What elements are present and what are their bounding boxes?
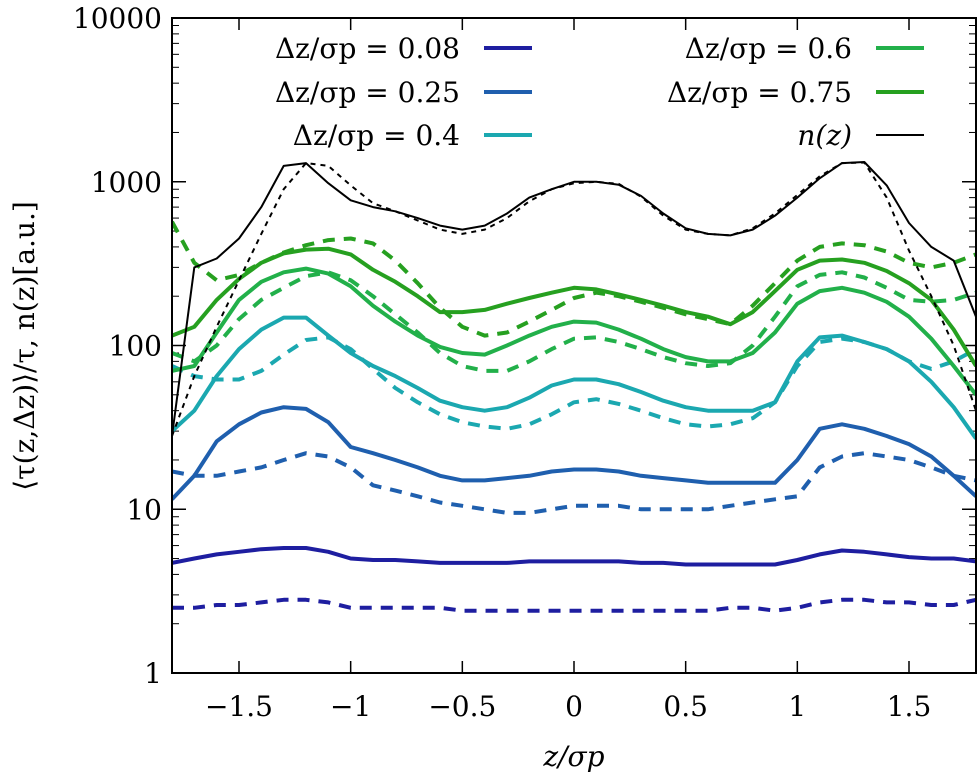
legend-label: Δz/σp = 0.6: [685, 32, 852, 65]
x-tick-label: −0.5: [428, 690, 496, 723]
series-line-dashed-2: [172, 335, 976, 431]
legend: Δz/σp = 0.08 Δz/σp = 0.25 Δz/σp = 0.4 Δz/σp…: [275, 32, 924, 152]
y-tick-label: 10: [126, 493, 162, 526]
series-line-solid-5: [172, 161, 976, 437]
y-tick-label: 10000: [73, 2, 162, 35]
x-tick-label: 1: [788, 690, 806, 723]
x-axis-label: z/σp: [542, 740, 604, 773]
y-tick-label: 1: [144, 657, 162, 690]
series-line-solid-4: [172, 246, 976, 368]
legend-label: n(z): [797, 119, 852, 152]
series-line-dashed-3: [172, 270, 976, 373]
series-line-solid-1: [172, 405, 976, 501]
x-tick-label: −1: [330, 690, 371, 723]
series-line-solid-0: [172, 546, 976, 567]
x-tick-label: 0.5: [663, 690, 708, 723]
legend-label: Δz/σp = 0.75: [667, 76, 852, 109]
series-line-solid-2: [172, 315, 976, 440]
y-axis-label: ⟨τ(z,Δz)⟩/τ, n(z)[a.u.]: [8, 201, 41, 491]
axis-ticks: −1.5 −1 −0.5 0 0.5 1 1.5 1 10 100 1000 10000: [73, 2, 976, 723]
series-group: [172, 161, 976, 613]
y-tick-label: 1000: [91, 166, 162, 199]
series-line-dashed-0: [172, 597, 976, 613]
legend-label: Δz/σp = 0.08: [275, 32, 460, 65]
y-tick-label: 100: [109, 330, 162, 363]
series-line-dashed-1: [172, 451, 976, 515]
legend-label: Δz/σp = 0.25: [275, 76, 460, 109]
series-line-solid-3: [172, 266, 976, 397]
legend-label: Δz/σp = 0.4: [293, 119, 460, 152]
series-lines: [172, 161, 976, 613]
x-tick-label: −1.5: [205, 690, 273, 723]
series-line-dashed-4: [172, 220, 976, 338]
x-tick-label: 1.5: [887, 690, 932, 723]
plot-frame: [171, 17, 977, 674]
x-tick-label: 0: [565, 690, 583, 723]
